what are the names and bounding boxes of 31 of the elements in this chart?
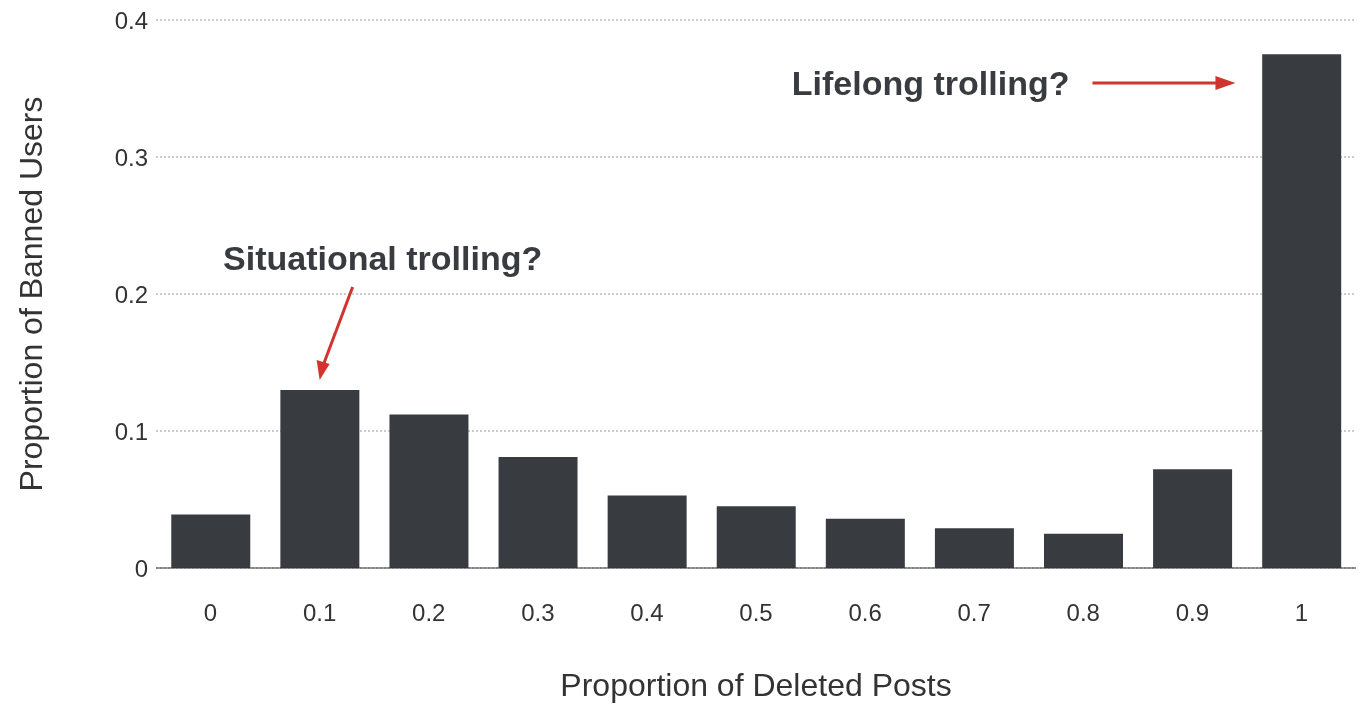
- x-axis-title: Proportion of Deleted Posts: [560, 667, 952, 703]
- bar: [498, 457, 578, 568]
- bar: [171, 514, 251, 568]
- bar: [934, 528, 1014, 568]
- x-tick-label: 0.6: [848, 599, 882, 627]
- x-tick-label: 0.9: [1175, 599, 1210, 627]
- x-tick-label: 0.3: [521, 599, 555, 627]
- y-tick-label: 0.3: [114, 143, 148, 171]
- x-tick-label: 0.1: [302, 599, 337, 627]
- annotation: Lifelong trolling?: [791, 64, 1070, 102]
- y-axis-title: Proportion of Banned Users: [13, 96, 49, 492]
- x-tick-label: 1: [1294, 599, 1309, 627]
- x-tick-label: 0.4: [630, 599, 664, 627]
- annotation: Situational trolling?: [223, 239, 543, 277]
- x-tick-label: 0.8: [1066, 599, 1100, 627]
- bar: [280, 389, 360, 568]
- y-tick-label: 0.4: [114, 6, 148, 34]
- x-tick-label: 0: [203, 599, 218, 627]
- y-tick-label: 0: [134, 554, 148, 582]
- x-tick-label: 0.5: [739, 599, 773, 627]
- x-tick-label: 0.7: [957, 599, 991, 627]
- y-tick-label: 0.1: [114, 417, 148, 445]
- x-tick-label: 0.2: [412, 599, 446, 627]
- bar: [607, 495, 687, 568]
- y-tick-label: 0.2: [114, 280, 148, 308]
- bar: [389, 414, 469, 568]
- bar: [716, 506, 796, 568]
- bar: [825, 518, 905, 568]
- bar: [1044, 533, 1123, 568]
- bar: [1153, 469, 1233, 568]
- bar: [1262, 54, 1342, 568]
